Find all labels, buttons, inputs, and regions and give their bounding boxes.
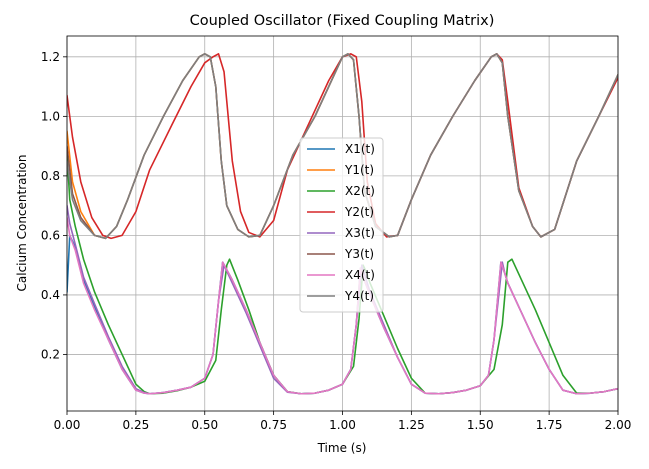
y-tick-label: 0.8 — [41, 169, 60, 183]
legend-label: Y3(t) — [344, 247, 374, 261]
x-tick-label: 2.00 — [605, 418, 632, 432]
x-axis: 0.00 0.25 0.50 0.75 1.00 1.25 1.50 1.75 2.00 — [54, 411, 632, 432]
y-tick-label: 0.6 — [41, 228, 60, 242]
legend-label: X1(t) — [345, 142, 375, 156]
legend-box — [299, 137, 384, 313]
legend-label: Y2(t) — [344, 205, 374, 219]
x-tick-label: 1.50 — [467, 418, 494, 432]
y-axis: 0.2 0.4 0.6 0.8 1.0 1.2 — [41, 50, 67, 361]
x-tick-label: 0.00 — [54, 418, 81, 432]
series-line-4 — [67, 53, 618, 240]
y-tick-label: 1.0 — [41, 109, 60, 123]
series-lines — [67, 53, 618, 395]
x-tick-label: 0.75 — [260, 418, 287, 432]
x-tick-label: 0.25 — [123, 418, 150, 432]
series-line-8 — [67, 53, 618, 240]
legend-label: Y4(t) — [344, 289, 374, 303]
x-tick-label: 0.50 — [191, 418, 218, 432]
series-line-7 — [67, 216, 618, 395]
y-axis-label: Calcium Concentration — [15, 155, 29, 292]
y-tick-label: 1.2 — [41, 50, 60, 64]
y-tick-label: 0.2 — [41, 347, 60, 361]
x-tick-label: 1.75 — [536, 418, 563, 432]
y-tick-label: 0.4 — [41, 288, 60, 302]
x-tick-label: 1.00 — [329, 418, 356, 432]
legend: X1(t) Y1(t) X2(t) Y2(t) X3(t) Y3(t) X4(t) Y4(t) — [299, 137, 384, 313]
chart-title: Coupled Oscillator (Fixed Coupling Matri… — [190, 13, 495, 29]
legend-label: X3(t) — [345, 226, 375, 240]
legend-label: X2(t) — [345, 184, 375, 198]
x-tick-label: 1.25 — [398, 418, 425, 432]
legend-label: X4(t) — [345, 268, 375, 282]
legend-label: Y1(t) — [344, 163, 374, 177]
x-axis-label: Time (s) — [317, 441, 367, 455]
